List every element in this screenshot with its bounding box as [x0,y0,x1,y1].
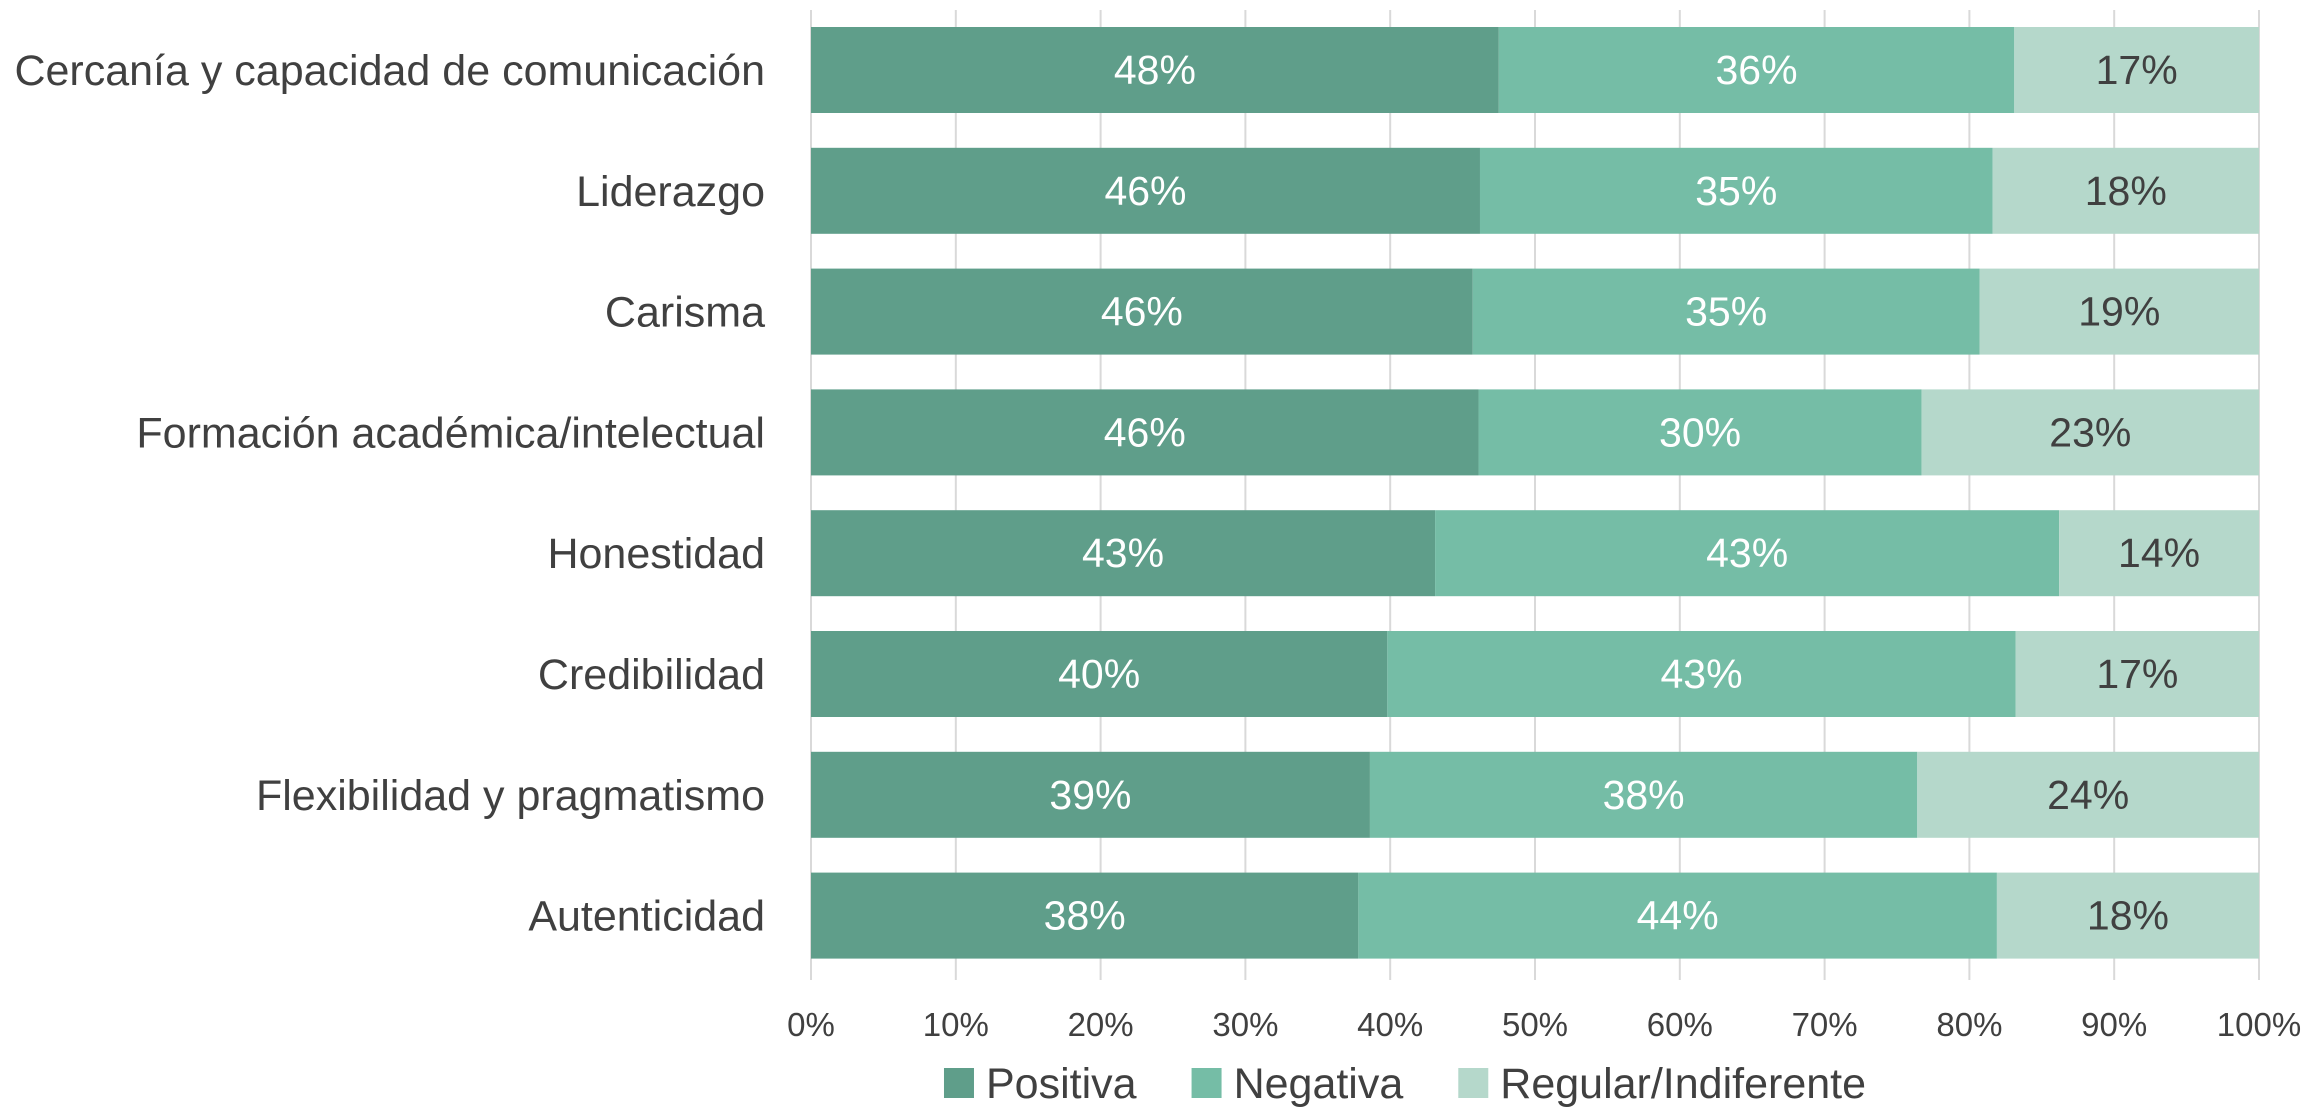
category-label: Credibilidad [538,651,765,699]
legend-label: Regular/Indiferente [1500,1060,1866,1108]
bar-segment [2015,631,2259,717]
bars: 48% 36% 17% 46% 35% 18% 46% 35% 19% 46% 30% 23% 43% 4… [811,27,2259,959]
data-label: 46% [1104,409,1186,455]
data-label: 43% [1660,651,1742,697]
bar-segment [2059,510,2259,597]
bar-segment [1387,631,2016,717]
bar-segment [811,268,1473,355]
bar-segment [1917,751,2259,838]
x-axis-tick-labels: 0% 10% 20% 30% 40% 50% 60% 70% 80% 90% 100% [787,1006,2301,1043]
data-label: 35% [1685,289,1767,335]
legend: Positiva Negativa Regular/Indiferente [943,1060,1866,1108]
legend-item: Positiva [943,1060,1137,1108]
bar-segment [1992,147,2259,234]
bar-segment [811,751,1370,838]
category-label: Liderazgo [576,168,765,216]
bar-segment [1479,147,1993,234]
data-label: 36% [1716,47,1798,93]
x-tick-label: 20% [1068,1006,1134,1043]
data-label: 23% [2049,409,2131,455]
bar-segment [1369,751,1918,838]
bar-segment [1921,389,2259,476]
category-label: Honestidad [547,530,765,578]
bar-segment [811,27,1499,113]
x-tick-label: 10% [923,1006,989,1043]
data-label: 35% [1695,168,1777,214]
data-label: 40% [1058,651,1140,697]
data-label: 18% [2085,168,2167,214]
data-label: 38% [1044,893,1126,939]
bar-segment [811,510,1436,597]
x-tick-label: 90% [2081,1006,2147,1043]
legend-swatch [1458,1068,1489,1098]
data-label: 39% [1049,772,1131,818]
x-tick-label: 30% [1212,1006,1278,1043]
data-label: 43% [1082,530,1164,576]
bar-segment [811,631,1388,717]
legend-swatch [1191,1068,1222,1098]
data-label: 48% [1114,47,1196,93]
bar-segment [811,389,1479,476]
category-label: Formación académica/intelectual [136,409,765,457]
bar-segment [1358,872,1997,959]
data-label: 43% [1706,530,1788,576]
legend-swatch [943,1068,974,1098]
x-tick-label: 40% [1357,1006,1423,1043]
data-label: 44% [1637,893,1719,939]
bar-segment [1979,268,2259,355]
x-tick-label: 100% [2217,1006,2301,1043]
data-label: 30% [1659,409,1741,455]
x-tick-label: 70% [1792,1006,1858,1043]
legend-label: Negativa [1234,1060,1404,1108]
bar-segment [1472,268,1980,355]
x-tick-label: 60% [1647,1006,1713,1043]
legend-item: Regular/Indiferente [1458,1060,1866,1108]
bar-segment [811,147,1480,234]
bar-segment [2014,27,2259,113]
x-tick-label: 0% [787,1006,835,1043]
bar-segment [811,872,1359,959]
data-label: 18% [2087,893,2169,939]
x-tick-label: 50% [1502,1006,1568,1043]
data-label: 17% [2096,651,2178,697]
legend-label: Positiva [986,1060,1137,1108]
x-tick-label: 80% [1936,1006,2002,1043]
category-label: Autenticidad [528,893,765,941]
category-label: Flexibilidad y pragmatismo [256,772,765,820]
bar-segment [1996,872,2259,959]
data-label: 19% [2078,289,2160,335]
data-label: 24% [2047,772,2129,818]
bar-segment [1435,510,2060,597]
bar-segment [1478,389,1922,476]
data-label: 38% [1603,772,1685,818]
data-label: 46% [1104,168,1186,214]
legend-item: Negativa [1191,1060,1404,1108]
category-labels: Cercanía y capacidad de comunicación Lide… [14,47,765,941]
category-label: Cercanía y capacidad de comunicación [14,47,765,95]
data-label: 17% [2096,47,2178,93]
bar-segment [1498,27,2015,113]
data-label: 14% [2118,530,2200,576]
category-label: Carisma [605,289,765,337]
data-label: 46% [1101,289,1183,335]
